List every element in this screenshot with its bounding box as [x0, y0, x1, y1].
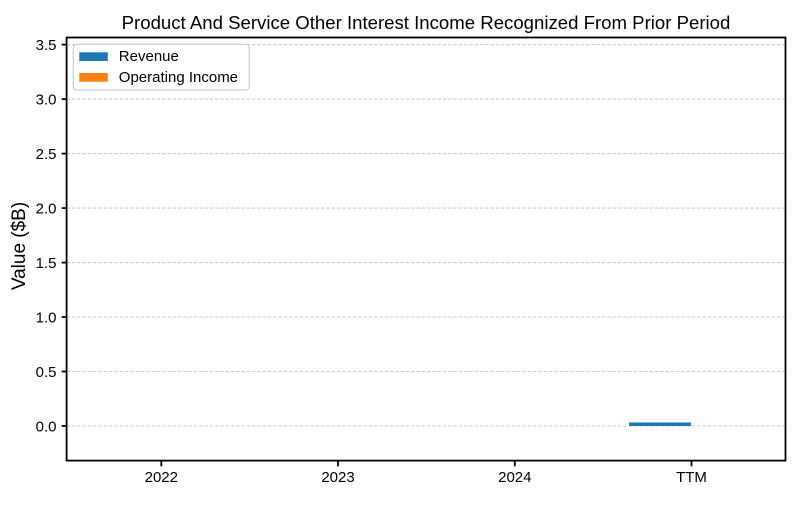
svg-text:Operating Income: Operating Income: [119, 69, 238, 86]
svg-text:1.5: 1.5: [36, 255, 57, 272]
svg-text:3.0: 3.0: [36, 92, 57, 109]
svg-text:1.0: 1.0: [36, 309, 57, 326]
svg-text:TTM: TTM: [676, 469, 707, 486]
svg-text:2023: 2023: [321, 469, 354, 486]
svg-text:Product And Service Other Inte: Product And Service Other Interest Incom…: [122, 12, 731, 33]
svg-text:0.0: 0.0: [36, 418, 57, 435]
svg-text:3.5: 3.5: [36, 37, 57, 54]
svg-text:2.5: 2.5: [36, 146, 57, 163]
svg-text:Value ($B): Value ($B): [9, 202, 30, 290]
svg-text:0.5: 0.5: [36, 364, 57, 381]
svg-text:2022: 2022: [145, 469, 178, 486]
svg-text:2024: 2024: [498, 469, 531, 486]
svg-text:Revenue: Revenue: [119, 48, 179, 65]
svg-text:2.0: 2.0: [36, 201, 57, 218]
